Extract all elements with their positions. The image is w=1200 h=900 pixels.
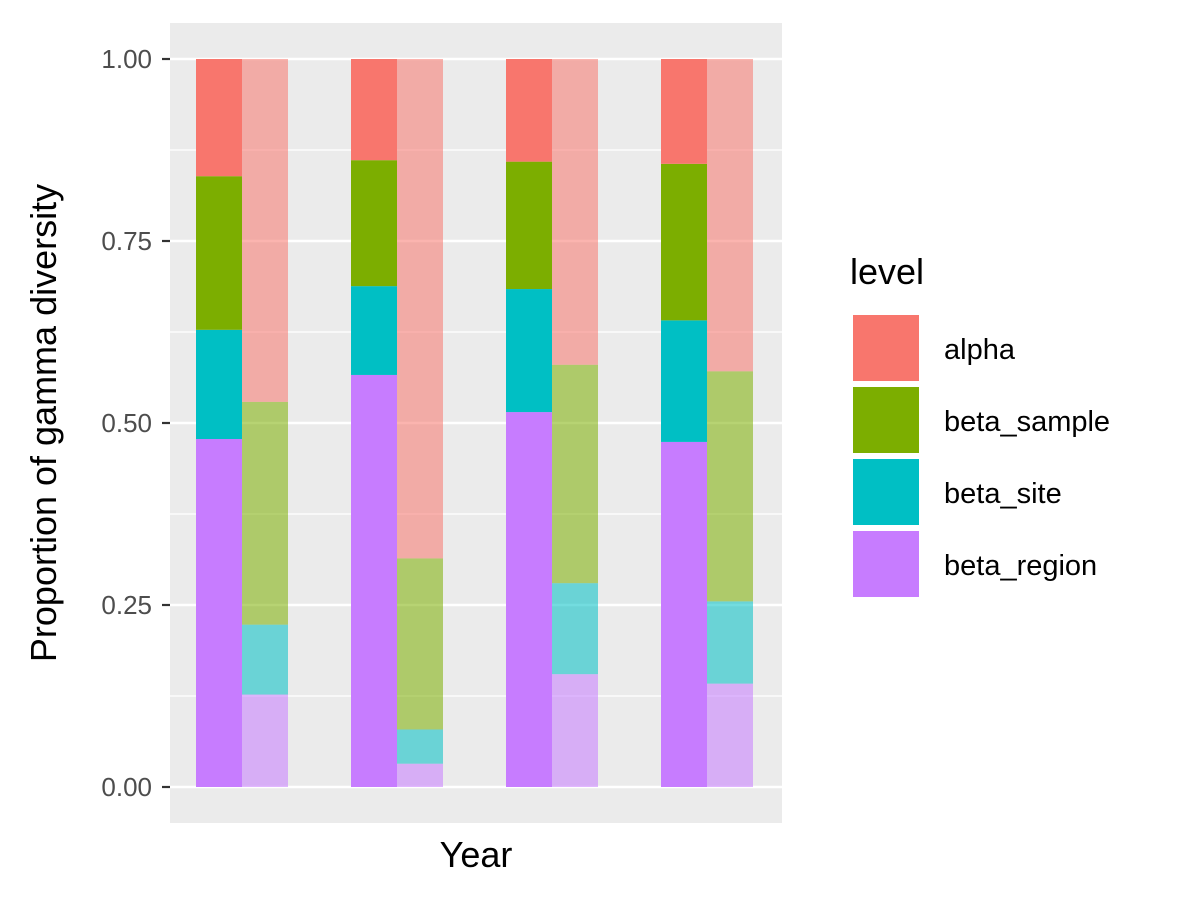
bar-segment-beta-region [552, 674, 598, 787]
bar-segment-alpha [397, 59, 443, 559]
bar-segment-beta-site [506, 289, 552, 413]
bar-segment-beta-site [397, 729, 443, 764]
bar-segment-beta-region [397, 763, 443, 787]
bar-segment-beta-site [196, 329, 242, 440]
y-tick-label: 0.75 [101, 226, 152, 256]
legend-key-beta-site [853, 459, 919, 525]
legend-label: alpha [944, 334, 1016, 366]
bar-segment-alpha [661, 59, 707, 164]
bar-segment-beta-region [707, 683, 753, 787]
legend-label: beta_site [944, 478, 1062, 510]
bar-segment-beta-sample [506, 161, 552, 290]
bar-segment-beta-sample [552, 364, 598, 584]
bar-segment-beta-sample [397, 558, 443, 730]
legend-title: level [850, 251, 924, 292]
bar-segment-beta-site [351, 286, 397, 375]
x-axis-title: Year [440, 834, 513, 875]
bar-segment-beta-site [242, 624, 288, 695]
legend: level alpha beta_sample beta_site beta_regi… [850, 251, 1110, 597]
bar-segment-beta-sample [196, 176, 242, 330]
bar-segment-beta-region [242, 694, 288, 787]
bar-segment-alpha [242, 59, 288, 402]
bar-segment-beta-site [707, 601, 753, 684]
legend-key-beta-sample [853, 387, 919, 453]
bar-segment-beta-sample [351, 160, 397, 287]
y-tick-label: 0.50 [101, 408, 152, 438]
bar-segment-alpha [552, 59, 598, 365]
bar-segment-beta-region [506, 412, 552, 787]
legend-label: beta_sample [944, 406, 1110, 438]
bar-segment-alpha [707, 59, 753, 372]
y-tick-label: 0.25 [101, 590, 152, 620]
y-tick-label: 0.00 [101, 772, 152, 802]
bar-segment-alpha [196, 59, 242, 177]
bar-segment-beta-sample [661, 163, 707, 321]
bar-segment-alpha [351, 59, 397, 161]
bar-segment-beta-site [552, 583, 598, 675]
y-axis-title: Proportion of gamma diversity [23, 184, 64, 662]
y-axis: 0.00 0.25 0.50 0.75 1.00 [101, 44, 170, 802]
bar-segment-beta-region [351, 374, 397, 787]
bar-segment-beta-site [661, 320, 707, 442]
legend-label: beta_region [944, 550, 1097, 582]
bar-segment-beta-sample [707, 371, 753, 602]
bar-segment-beta-region [196, 439, 242, 787]
y-tick-label: 1.00 [101, 44, 152, 74]
bar-segment-alpha [506, 59, 552, 162]
bar-segment-beta-region [661, 441, 707, 787]
bar-segment-beta-sample [242, 401, 288, 625]
legend-key-alpha [853, 315, 919, 381]
bars-layer [196, 59, 753, 787]
legend-key-beta-region [853, 531, 919, 597]
